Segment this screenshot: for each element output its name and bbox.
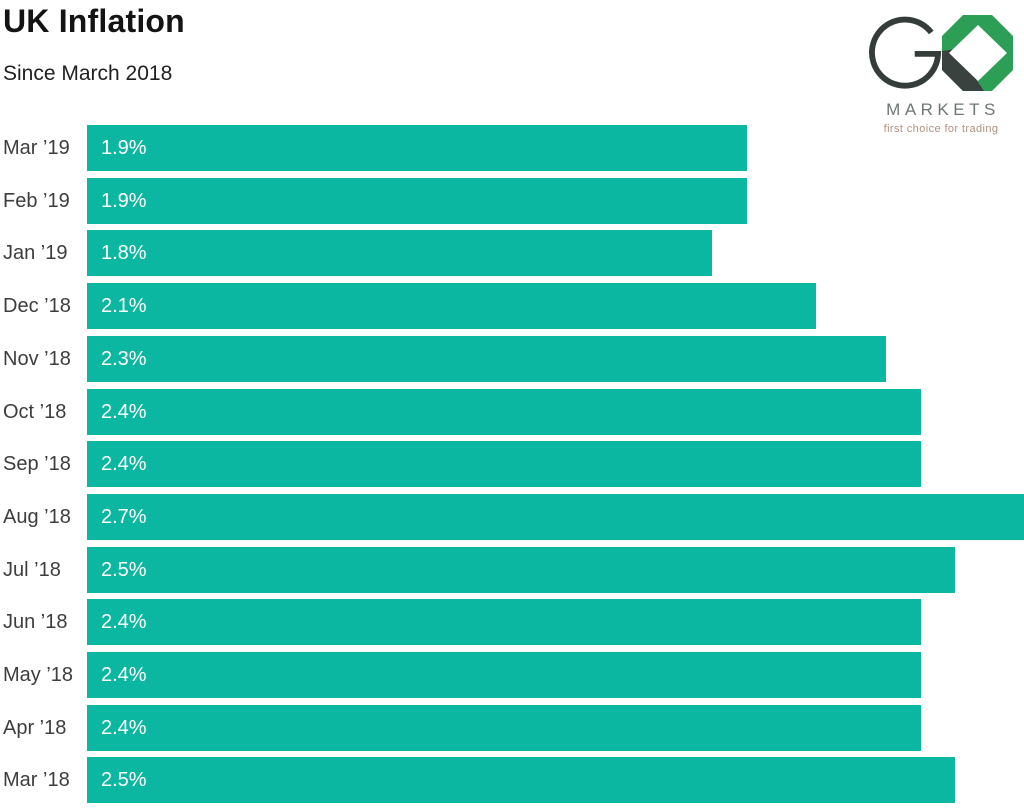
- row-category-label: Jun ’18: [3, 610, 68, 633]
- bar-value-label: 2.4%: [101, 716, 147, 739]
- row-category-label: Apr ’18: [3, 716, 67, 739]
- bar: 2.4%: [87, 599, 921, 645]
- bar-value-label: 1.8%: [101, 241, 147, 264]
- go-logo-g-icon: [869, 8, 942, 97]
- chart-row: Nov ’18 2.3%: [0, 336, 1024, 382]
- bar: 2.4%: [87, 441, 921, 487]
- bar-value-label: 2.5%: [101, 558, 147, 581]
- row-category-label: May ’18: [3, 663, 74, 686]
- chart-row: Dec ’18 2.1%: [0, 283, 1024, 329]
- chart-row: Mar ’18 2.5%: [0, 757, 1024, 803]
- row-category-label: Jan ’19: [3, 241, 68, 264]
- row-category-label: Jul ’18: [3, 558, 61, 581]
- bar-value-label: 1.9%: [101, 136, 147, 159]
- bar: 1.8%: [87, 230, 712, 276]
- bar-value-label: 2.4%: [101, 452, 147, 475]
- bar: 2.4%: [87, 389, 921, 435]
- bar-value-label: 1.9%: [101, 189, 147, 212]
- page-subtitle: Since March 2018: [3, 62, 173, 85]
- row-category-label: Nov ’18: [3, 347, 71, 370]
- bar: 1.9%: [87, 178, 747, 224]
- bar-value-label: 2.3%: [101, 347, 147, 370]
- bar-value-label: 2.4%: [101, 400, 147, 423]
- row-category-label: Aug ’18: [3, 505, 71, 528]
- go-logo-marks: [866, 13, 1016, 97]
- row-category-label: Mar ’18: [3, 768, 70, 791]
- bar: 2.4%: [87, 705, 921, 751]
- chart-row: Sep ’18 2.4%: [0, 441, 1024, 487]
- bar: 2.5%: [87, 547, 955, 593]
- page-title: UK Inflation: [3, 3, 185, 39]
- row-category-label: Dec ’18: [3, 294, 71, 317]
- bar: 2.7%: [87, 494, 1024, 540]
- chart-row: Mar ’19 1.9%: [0, 125, 1024, 171]
- row-category-label: Oct ’18: [3, 400, 67, 423]
- bar: 2.4%: [87, 652, 921, 698]
- row-category-label: Mar ’19: [3, 136, 70, 159]
- row-category-label: Feb ’19: [3, 189, 70, 212]
- chart-row: Aug ’18 2.7%: [0, 494, 1024, 540]
- chart-row: Jul ’18 2.5%: [0, 547, 1024, 593]
- chart-row: Feb ’19 1.9%: [0, 178, 1024, 224]
- logo-tagline: first choice for trading: [883, 123, 999, 135]
- bar-value-label: 2.7%: [101, 505, 147, 528]
- bar-value-label: 2.4%: [101, 610, 147, 633]
- bar-value-label: 2.4%: [101, 663, 147, 686]
- chart-row: Apr ’18 2.4%: [0, 705, 1024, 751]
- chart-row: May ’18 2.4%: [0, 652, 1024, 698]
- go-markets-logo: MARKETS first choice for trading: [866, 13, 1016, 135]
- chart-row: Jan ’19 1.8%: [0, 230, 1024, 276]
- go-logo-octagon-icon: [942, 14, 1013, 97]
- row-category-label: Sep ’18: [3, 452, 71, 475]
- bar-value-label: 2.5%: [101, 768, 147, 791]
- logo-markets-text: MARKETS: [886, 100, 1000, 119]
- bar-value-label: 2.1%: [101, 294, 147, 317]
- bar: 2.5%: [87, 757, 955, 803]
- bar: 2.3%: [87, 336, 886, 382]
- chart-row: Oct ’18 2.4%: [0, 389, 1024, 435]
- bar: 2.1%: [87, 283, 816, 329]
- bar: 1.9%: [87, 125, 747, 171]
- chart-row: Jun ’18 2.4%: [0, 599, 1024, 645]
